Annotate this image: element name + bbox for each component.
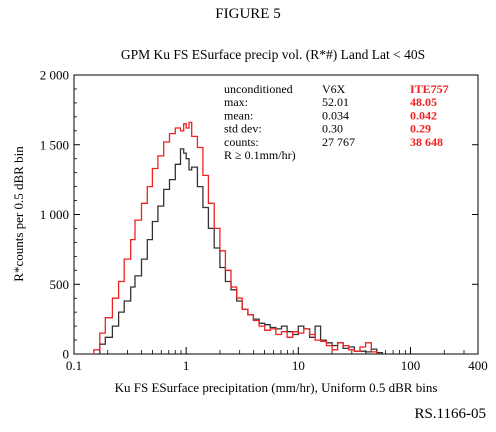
stats-cell: 27 767 — [322, 135, 355, 149]
stats-cell: max: — [224, 95, 248, 109]
x-axis: 0.1 1 10 100 400 — [66, 347, 488, 373]
stats-cell: 38 648 — [410, 135, 443, 149]
y-axis: 0 500 1 000 1 500 2 000 — [40, 68, 478, 362]
figure-label: FIGURE 5 — [215, 6, 281, 22]
y-tick-label: 1 500 — [40, 137, 69, 152]
series-line-ite757 — [93, 121, 378, 354]
stats-cell: 0.30 — [322, 122, 343, 136]
y-tick-label: 500 — [50, 277, 70, 292]
stats-cell: counts: — [224, 135, 259, 149]
stats-cell: 0.29 — [410, 122, 431, 136]
y-axis-label: R*counts per 0.5 dBR bin — [11, 146, 26, 282]
stats-cell: std dev: — [224, 122, 262, 136]
stats-note: R ≥ 0.1mm/hr) — [224, 148, 296, 162]
series-line-v6x — [93, 148, 384, 355]
x-tick-label: 400 — [468, 358, 488, 373]
stats-cell: mean: — [224, 108, 253, 122]
y-tick-label: 0 — [63, 347, 70, 362]
reference-code: RS.1166-05 — [414, 406, 486, 422]
series-group — [93, 121, 384, 355]
stats-cell: 0.042 — [410, 108, 437, 122]
x-tick-label: 1 — [183, 358, 190, 373]
y-tick-label: 2 000 — [40, 68, 69, 83]
x-tick-label: 0.1 — [66, 358, 82, 373]
stats-cell: 52.01 — [322, 95, 349, 109]
stats-table: unconditioned V6X ITE757 max: 52.01 48.05 mean… — [224, 82, 449, 162]
x-tick-label: 10 — [292, 358, 305, 373]
stats-cell: 48.05 — [410, 95, 437, 109]
stats-cell: 0.034 — [322, 108, 349, 122]
stats-header-cell: ITE757 — [410, 82, 449, 96]
chart-title: GPM Ku FS ESurface precip vol. (R*#) Lan… — [121, 47, 425, 62]
stats-header-cell: unconditioned — [224, 82, 293, 96]
stats-header-cell: V6X — [322, 82, 346, 96]
y-tick-label: 1 000 — [40, 207, 69, 222]
x-tick-label: 100 — [401, 358, 421, 373]
x-axis-label: Ku FS ESurface precipitation (mm/hr), Un… — [115, 380, 438, 395]
